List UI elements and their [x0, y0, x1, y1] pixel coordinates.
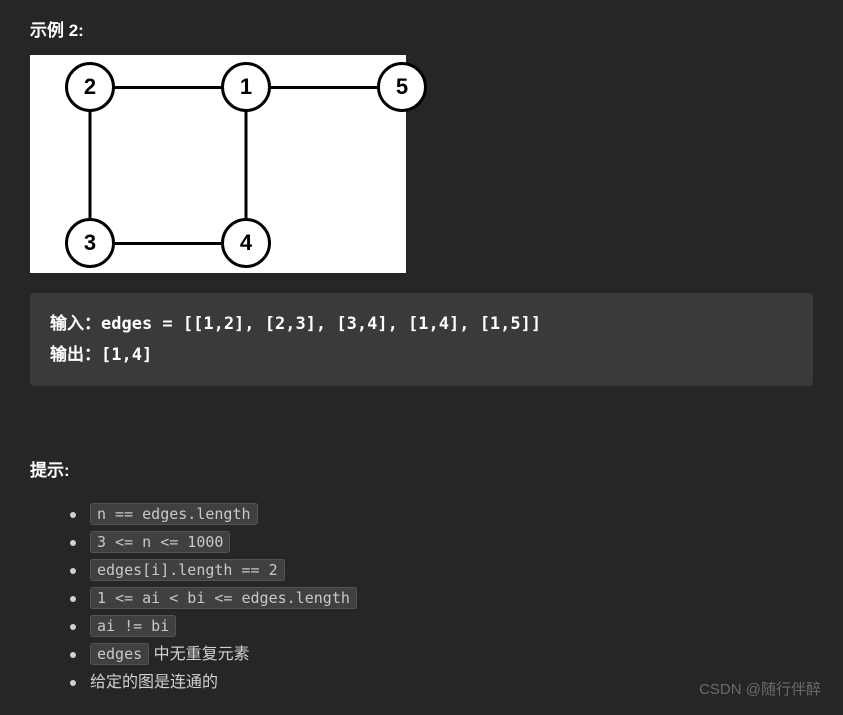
hint-item: edges 中无重复元素	[60, 641, 813, 669]
input-label: 输入：	[50, 314, 101, 334]
graph-node-5: 5	[377, 62, 427, 112]
input-line: 输入：edges = [[1,2], [2,3], [3,4], [1,4], …	[50, 309, 793, 340]
hint-code: 3 <= n <= 1000	[90, 531, 230, 553]
hint-item: 1 <= ai < bi <= edges.length	[60, 585, 813, 613]
input-value: edges = [[1,2], [2,3], [3,4], [1,4], [1,…	[101, 314, 541, 334]
hint-code: ai != bi	[90, 615, 176, 637]
graph-node-3: 3	[65, 218, 115, 268]
watermark: CSDN @随行伴醉	[699, 678, 821, 699]
output-line: 输出：[1,4]	[50, 340, 793, 371]
hint-code: edges	[90, 643, 149, 665]
graph-node-2: 2	[65, 62, 115, 112]
io-block: 输入：edges = [[1,2], [2,3], [3,4], [1,4], …	[30, 293, 813, 386]
hint-item: 3 <= n <= 1000	[60, 529, 813, 557]
hint-code: edges[i].length == 2	[90, 559, 285, 581]
hint-item: ai != bi	[60, 613, 813, 641]
output-value: [1,4]	[101, 345, 152, 365]
hint-text: 给定的图是连通的	[90, 674, 218, 691]
hints-list: n == edges.length 3 <= n <= 1000 edges[i].…	[30, 501, 813, 697]
hints-heading: 提示:	[30, 456, 813, 481]
graph-diagram: 21534	[30, 55, 406, 273]
hint-item: n == edges.length	[60, 501, 813, 529]
hint-code: n == edges.length	[90, 503, 258, 525]
hint-text: 中无重复元素	[149, 646, 249, 663]
graph-node-1: 1	[221, 62, 271, 112]
hint-item: edges[i].length == 2	[60, 557, 813, 585]
example-heading: 示例 2:	[30, 16, 813, 41]
graph-node-4: 4	[221, 218, 271, 268]
hint-code: 1 <= ai < bi <= edges.length	[90, 587, 357, 609]
output-label: 输出：	[50, 345, 101, 365]
